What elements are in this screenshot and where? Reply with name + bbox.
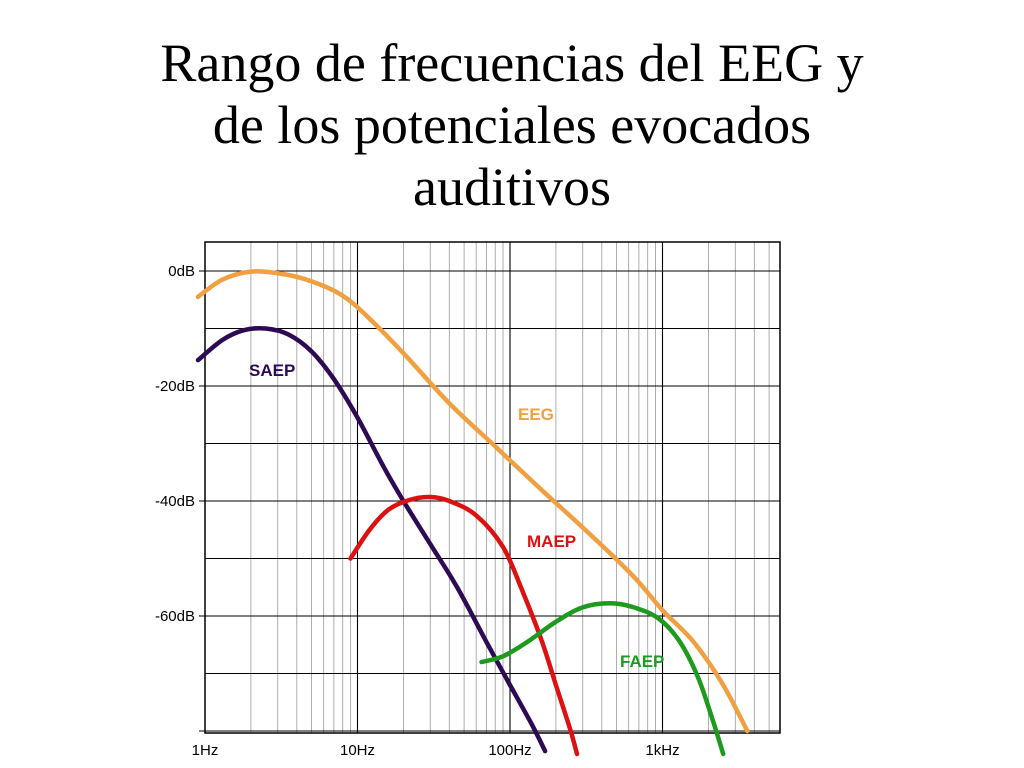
- faep-label: FAEP: [620, 652, 664, 671]
- y-tick-label: -20dB: [155, 378, 195, 395]
- x-tick-label: 1kHz: [645, 742, 679, 759]
- x-tick-label: 1Hz: [192, 742, 219, 759]
- slide-title-line-1: Rango de frecuencias del EEG y: [160, 33, 864, 93]
- eeg-label: EEG: [518, 405, 554, 424]
- y-tick-label: -40dB: [155, 493, 195, 510]
- y-axis-tick-labels: 0dB -20dB -40dB -60dB: [155, 263, 195, 625]
- series-lines: [195, 269, 750, 757]
- saep-curve: [195, 325, 548, 754]
- series-labels: EEG SAEP MAEP FAEP: [249, 361, 664, 671]
- eeg-curve: [195, 269, 750, 734]
- slide-title-line-3: auditivos: [413, 157, 611, 217]
- maep-label: MAEP: [527, 532, 576, 551]
- slide-title: Rango de frecuencias del EEG y de los po…: [0, 32, 1024, 218]
- x-axis-tick-labels: 1Hz 10Hz 100Hz 1kHz: [192, 742, 680, 759]
- saep-label: SAEP: [249, 361, 295, 380]
- slide-title-line-2: de los potenciales evocados: [212, 95, 812, 155]
- plot-frame: [204, 241, 781, 734]
- y-tick-label: 0dB: [168, 263, 195, 280]
- minor-grid-lines: [250, 242, 770, 733]
- maep-curve: [348, 494, 580, 757]
- faep-curve: [479, 601, 726, 757]
- x-tick-label: 10Hz: [340, 742, 375, 759]
- y-tick-label: -60dB: [155, 608, 195, 625]
- x-tick-label: 100Hz: [488, 742, 531, 759]
